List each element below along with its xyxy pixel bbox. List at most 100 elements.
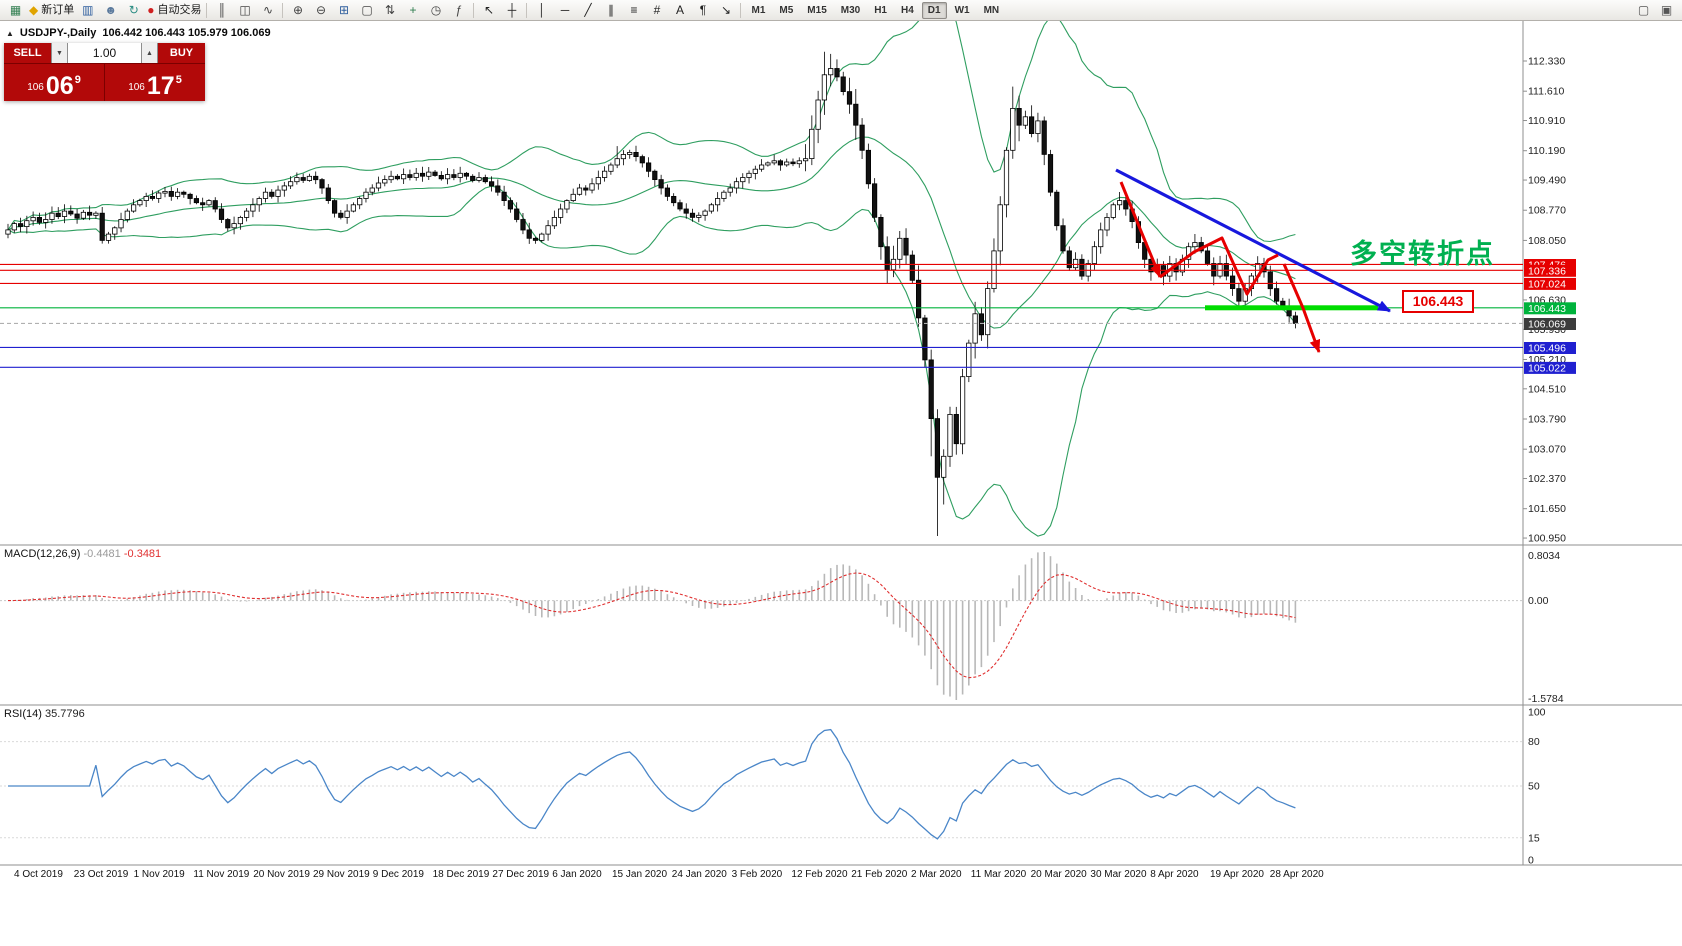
red-zigzag-arrow[interactable] (1282, 263, 1321, 353)
price-axis-label: 108.050 (1528, 235, 1566, 247)
tile-windows-icon[interactable]: ⊞ (332, 2, 355, 19)
cascade-windows-icon[interactable]: ▢ (355, 2, 378, 19)
new-order-button-label: 新订单 (41, 3, 75, 16)
refresh-icon[interactable]: ↻ (122, 2, 145, 19)
toolbar-separator (526, 2, 528, 18)
chart-window-icon[interactable]: ▥ (76, 2, 99, 19)
red-zigzag-arrow[interactable] (1119, 181, 1162, 278)
date-label: 29 Nov 2019 (313, 869, 370, 880)
axis-price-box (1524, 264, 1576, 277)
line-chart-icon[interactable]: ∿ (256, 2, 279, 19)
chart-window-icon: ▥ (82, 3, 94, 17)
cursor-icon[interactable]: ↖ (477, 2, 500, 19)
buy-button[interactable]: BUY (158, 43, 205, 63)
text-icon[interactable]: A (668, 2, 691, 19)
date-label: 28 Apr 2020 (1270, 869, 1324, 880)
support-zone-bar[interactable] (1205, 305, 1378, 311)
arrange-icon[interactable]: ⇅ (378, 2, 401, 19)
volume-decrease-button[interactable]: ▼ (51, 43, 68, 63)
text-icon: A (675, 3, 684, 17)
trendline-icon: ╱ (584, 3, 592, 17)
fibonacci-icon[interactable]: ≡ (622, 2, 645, 19)
price-axis-label: 109.490 (1528, 175, 1566, 187)
horizontal-line-icon[interactable]: ─ (553, 2, 576, 19)
axis-price-box (1524, 361, 1576, 374)
new-window-icon: ▢ (1637, 3, 1650, 17)
grid-icon[interactable]: # (645, 2, 668, 19)
profile-icon: ☻ (104, 3, 118, 17)
price-axis-label: 111.610 (1528, 86, 1565, 98)
price-tag-box[interactable] (1402, 290, 1474, 313)
date-label: 11 Mar 2020 (971, 869, 1027, 880)
new-chart-icon[interactable]: ▦ (4, 2, 27, 19)
timeframe-mn-button[interactable]: MN (983, 4, 1000, 16)
zoom-in-icon[interactable]: ⊕ (286, 2, 309, 19)
candlestick-icon[interactable]: ◫ (233, 2, 256, 19)
price-axis-label: 101.650 (1528, 503, 1566, 515)
timeframe-h1-button[interactable]: H1 (874, 4, 887, 16)
buy-price-button[interactable]: 106 17 5 (105, 64, 205, 101)
shapes-icon[interactable]: ↘ (714, 2, 737, 19)
date-label: 6 Jan 2020 (552, 869, 602, 880)
channel-icon[interactable]: ∥ (599, 2, 622, 19)
indicators-icon[interactable]: ƒ (447, 2, 470, 19)
sell-price-sup: 9 (74, 74, 81, 86)
line-chart-icon: ∿ (262, 3, 274, 17)
symbol-name: USDJPY-,Daily (19, 27, 97, 39)
axis-price-box-label: 105.022 (1528, 362, 1566, 374)
timeframe-h4-button[interactable]: H4 (901, 4, 914, 16)
panel-toggle-button[interactable]: ▣ (1655, 2, 1678, 19)
timeframe-m15-button[interactable]: M15 (807, 4, 827, 16)
axis-price-box-label: 106.069 (1528, 319, 1566, 331)
toolbar-right-group: ▢ ▣ (1632, 2, 1678, 19)
red-zigzag-arrow[interactable] (1159, 236, 1279, 296)
volume-increase-button[interactable]: ▲ (141, 43, 158, 63)
timeframe-d1-button[interactable]: D1 (921, 1, 947, 19)
date-label: 20 Mar 2020 (1031, 869, 1088, 880)
label-icon[interactable]: ¶ (691, 2, 714, 19)
date-label: 20 Nov 2019 (253, 869, 310, 880)
turning-point-annotation[interactable]: 多空转折点 (1350, 238, 1495, 269)
vertical-line-icon[interactable]: │ (530, 2, 553, 19)
channel-icon: ∥ (607, 3, 614, 17)
trendline-arrow[interactable] (1115, 168, 1391, 313)
bollinger-bands (7, 20, 1296, 537)
new-window-icon[interactable]: + (401, 2, 424, 19)
sell-price-prefix: 106 (27, 82, 44, 93)
zoom-out-icon[interactable]: ⊖ (309, 2, 332, 19)
axis-price-box-label: 105.496 (1528, 343, 1566, 355)
sell-price-button[interactable]: 106 06 9 (4, 64, 104, 101)
bar-chart-icon[interactable]: ║ (210, 2, 233, 19)
timeframe-m30-button[interactable]: M30 (840, 4, 861, 16)
rsi-axis-label: 50 (1528, 781, 1540, 793)
timeframe-m1-button[interactable]: M1 (751, 4, 766, 16)
timeframe-w1-button[interactable]: W1 (954, 4, 970, 16)
panel-toggle-icon: ▣ (1660, 3, 1673, 17)
date-label: 18 Dec 2019 (433, 869, 490, 880)
trendline-icon[interactable]: ╱ (576, 2, 599, 19)
auto-trading-button-label: 自动交易 (157, 3, 202, 16)
period-icon[interactable]: ◷ (424, 2, 447, 19)
volume-input[interactable]: 1.00 (68, 43, 141, 63)
profile-icon[interactable]: ☻ (99, 2, 122, 19)
toolbar-separator (473, 2, 475, 18)
date-label: 30 Mar 2020 (1090, 869, 1147, 880)
price-axis-label: 103.070 (1528, 444, 1566, 456)
sell-button[interactable]: SELL (4, 43, 51, 63)
timeframe-m5-button[interactable]: M5 (779, 4, 794, 16)
new-window-button[interactable]: ▢ (1632, 2, 1655, 19)
chart-collapse-icon[interactable]: ▲ (6, 28, 14, 38)
date-label: 15 Jan 2020 (612, 869, 667, 880)
auto-trading-button[interactable]: ● 自动交易 (145, 2, 203, 19)
price-axis-label: 100.950 (1528, 533, 1566, 545)
axis-price-box (1524, 277, 1576, 290)
price-axis-label: 110.190 (1528, 145, 1565, 157)
period-icon: ◷ (430, 3, 442, 17)
crosshair-icon[interactable]: ┼ (500, 2, 523, 19)
rsi-label: RSI(14) 35.7796 (4, 708, 85, 720)
toolbar-separator (206, 2, 208, 18)
new-order-icon: ◆ (29, 3, 39, 17)
new-order-button[interactable]: ◆ 新订单 (27, 2, 76, 19)
rsi-axis-label: 80 (1528, 736, 1540, 748)
